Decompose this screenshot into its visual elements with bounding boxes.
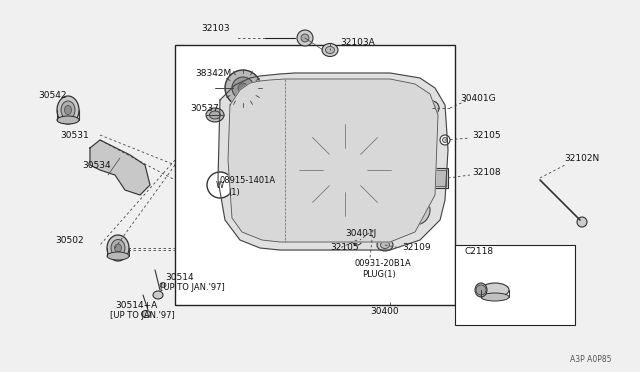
Ellipse shape (206, 108, 224, 122)
Text: 30401G: 30401G (460, 93, 495, 103)
Ellipse shape (107, 252, 129, 260)
Circle shape (402, 142, 428, 168)
Circle shape (385, 90, 395, 100)
Text: PLUG(1): PLUG(1) (362, 269, 396, 279)
Ellipse shape (377, 239, 393, 251)
Text: C2118: C2118 (465, 247, 494, 257)
Circle shape (425, 101, 439, 115)
Ellipse shape (111, 240, 125, 257)
Ellipse shape (61, 101, 75, 119)
Ellipse shape (57, 96, 79, 124)
Ellipse shape (322, 44, 338, 57)
Text: 32105: 32105 (472, 131, 500, 140)
Text: W: W (216, 180, 224, 189)
Text: 30514+A: 30514+A (115, 301, 157, 310)
Circle shape (387, 93, 392, 97)
Text: 30514: 30514 (165, 273, 194, 282)
Text: 08915-1401A: 08915-1401A (220, 176, 276, 185)
Polygon shape (228, 79, 438, 242)
Text: 30502: 30502 (55, 235, 84, 244)
Text: 30534: 30534 (82, 160, 111, 170)
Text: 30537: 30537 (190, 103, 219, 112)
Text: 32109: 32109 (402, 244, 431, 253)
Ellipse shape (141, 311, 150, 317)
Circle shape (297, 30, 313, 46)
Circle shape (238, 83, 248, 93)
Circle shape (367, 224, 379, 236)
Bar (434, 170, 446, 186)
Circle shape (400, 195, 430, 225)
Text: 32105: 32105 (330, 244, 358, 253)
Text: 30531: 30531 (60, 131, 89, 140)
Circle shape (406, 201, 424, 219)
Circle shape (278, 93, 282, 97)
Text: 32103: 32103 (202, 23, 230, 32)
Circle shape (275, 90, 285, 100)
Text: [UP TO JAN.'97]: [UP TO JAN.'97] (110, 311, 175, 320)
Ellipse shape (160, 282, 166, 288)
Text: A3P A0P85: A3P A0P85 (570, 356, 611, 365)
Text: 00931-20B1A: 00931-20B1A (355, 260, 412, 269)
Text: 38342M: 38342M (195, 68, 231, 77)
Circle shape (476, 285, 486, 295)
Circle shape (385, 230, 395, 240)
Ellipse shape (209, 111, 221, 119)
Circle shape (352, 235, 362, 245)
Text: 32108: 32108 (472, 167, 500, 176)
Ellipse shape (57, 116, 79, 124)
Circle shape (370, 227, 376, 233)
Ellipse shape (481, 283, 509, 297)
Bar (175, 45, 455, 305)
Ellipse shape (107, 235, 129, 261)
Circle shape (225, 70, 261, 106)
Circle shape (128, 174, 136, 182)
Circle shape (395, 135, 435, 175)
Text: (1): (1) (228, 187, 240, 196)
Polygon shape (90, 140, 150, 195)
Bar (455, 245, 575, 325)
Ellipse shape (481, 293, 509, 301)
Text: 32103A: 32103A (340, 38, 375, 46)
Text: 30401J: 30401J (345, 228, 376, 237)
Ellipse shape (153, 291, 163, 299)
Circle shape (207, 172, 233, 198)
Circle shape (317, 142, 373, 198)
Circle shape (577, 217, 587, 227)
Circle shape (387, 232, 392, 237)
Circle shape (282, 232, 287, 237)
Circle shape (232, 77, 254, 99)
Ellipse shape (65, 106, 72, 115)
Polygon shape (218, 73, 448, 250)
Ellipse shape (381, 241, 390, 248)
Text: 32102N: 32102N (564, 154, 599, 163)
Circle shape (429, 105, 435, 112)
Ellipse shape (475, 283, 487, 297)
Circle shape (442, 138, 447, 142)
Bar (432, 168, 448, 188)
Circle shape (295, 120, 395, 220)
Circle shape (280, 230, 290, 240)
Circle shape (124, 170, 140, 186)
Text: [UP TO JAN.'97]: [UP TO JAN.'97] (160, 283, 225, 292)
Circle shape (327, 152, 363, 188)
Ellipse shape (326, 46, 335, 54)
Circle shape (440, 135, 450, 145)
Ellipse shape (115, 244, 122, 252)
Circle shape (277, 102, 413, 238)
Text: 30542: 30542 (38, 90, 67, 99)
Circle shape (301, 34, 309, 42)
Text: 30400: 30400 (370, 308, 399, 317)
